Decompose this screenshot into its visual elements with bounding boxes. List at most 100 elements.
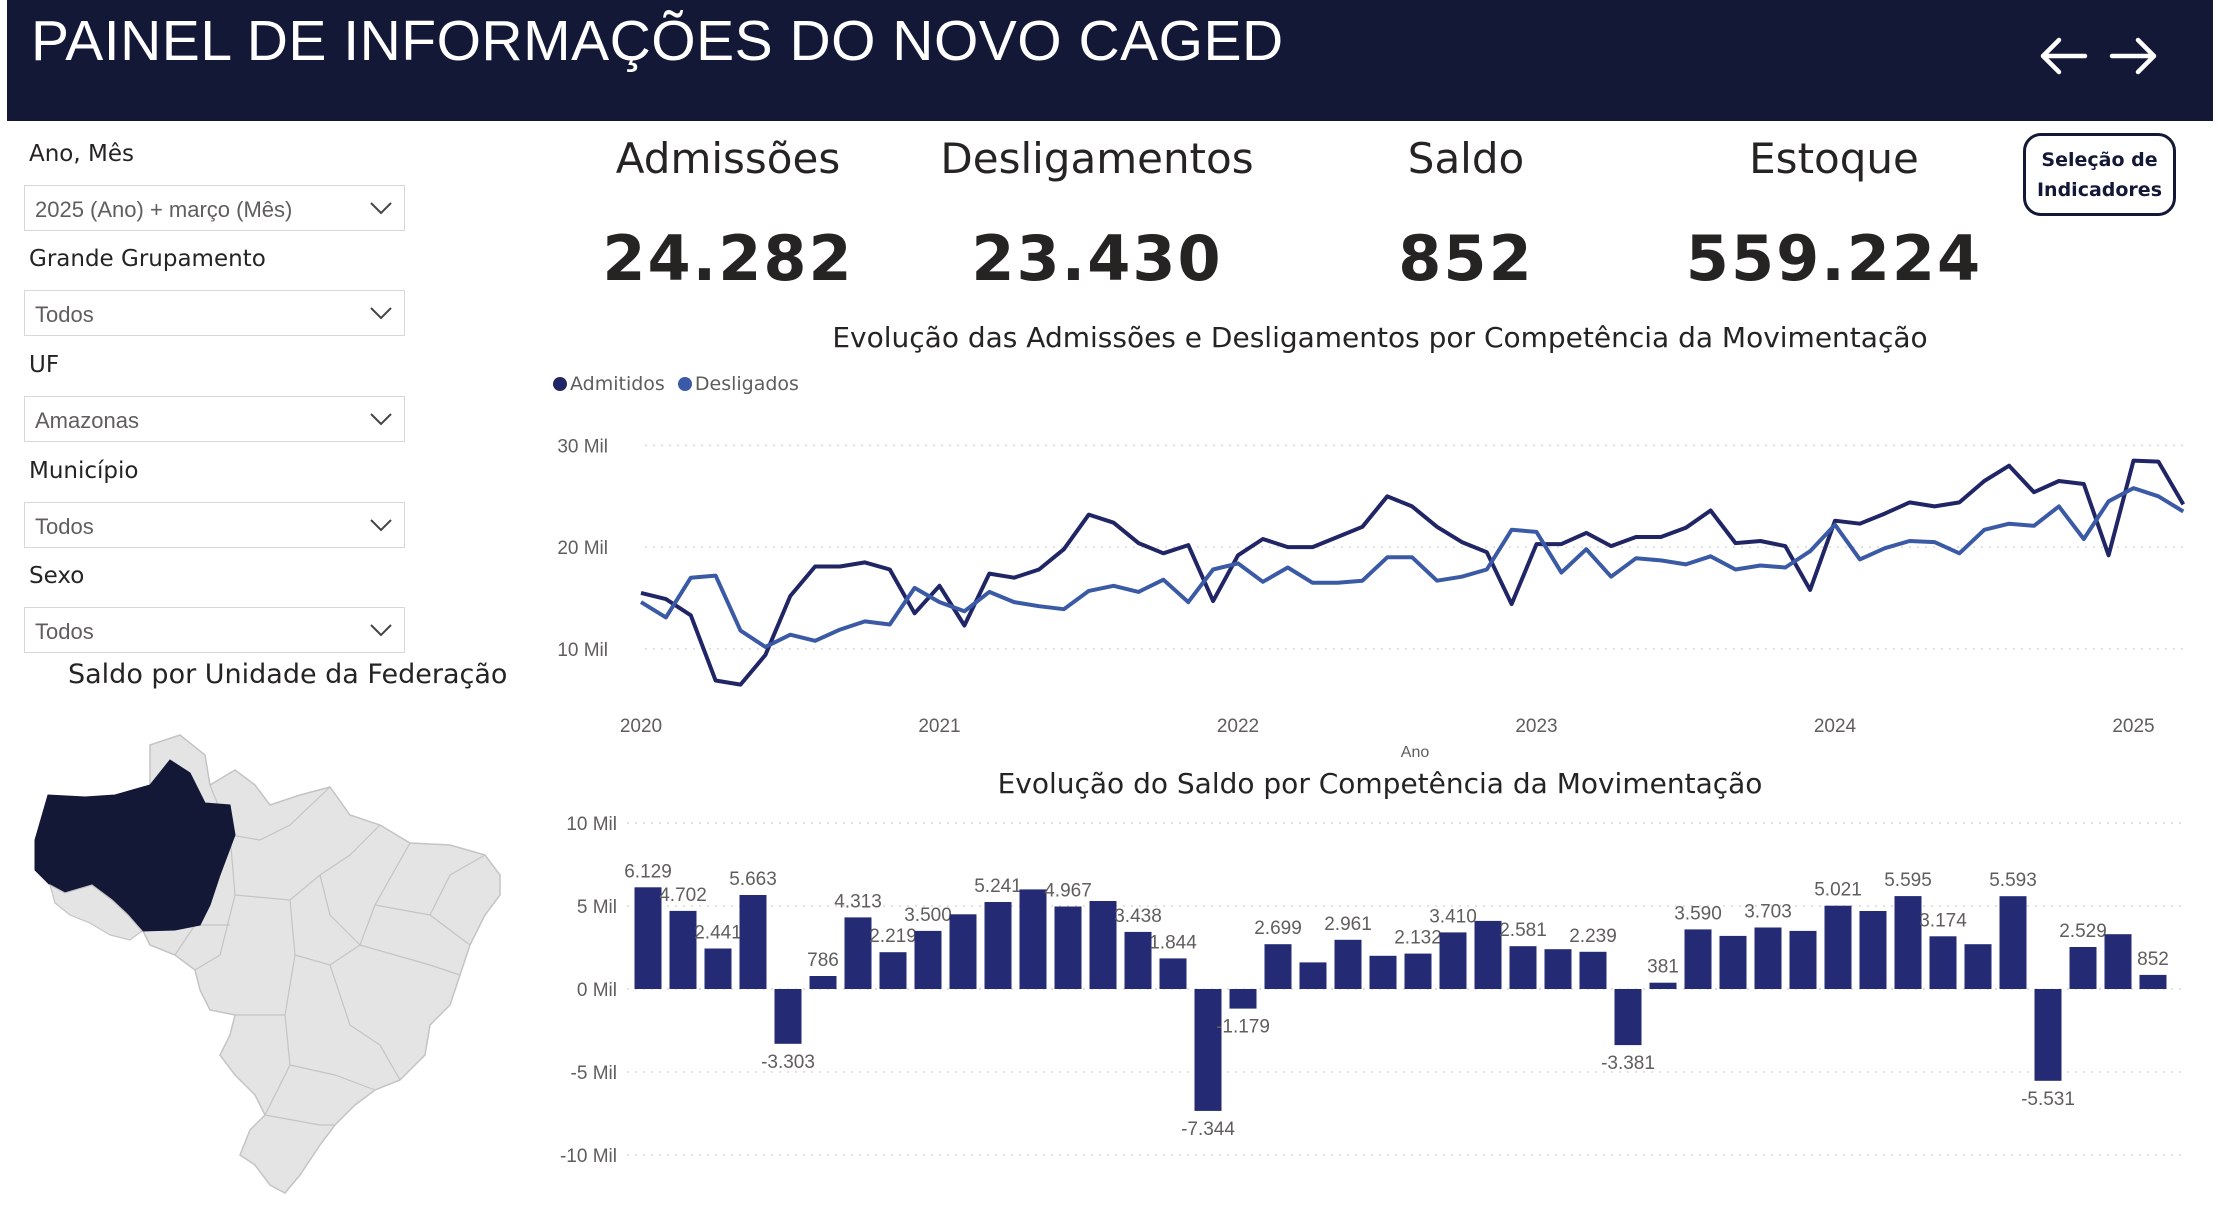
saldo-bar[interactable] (1404, 953, 1432, 989)
saldo-bar[interactable] (984, 902, 1012, 989)
saldo-bar[interactable] (1194, 989, 1222, 1111)
legend-dot-desligados (677, 377, 692, 391)
saldo-bar[interactable] (739, 895, 767, 989)
header-bar: PAINEL DE INFORMAÇÕES DO NOVO CAGED (7, 0, 2213, 121)
municipio-dropdown[interactable]: Todos (24, 502, 405, 548)
bar-chart: 10 Mil 5 Mil 0 Mil -5 Mil -10 Mil 6.129 4.702 2… (560, 814, 2185, 1167)
saldo-bar-data-label: -7.344 (1181, 1119, 1235, 1140)
chevron-down-icon (370, 624, 392, 637)
saldo-bar-data-label: 3.703 (1744, 902, 1792, 923)
map-region-acre[interactable] (49, 883, 143, 941)
saldo-bar[interactable] (1929, 936, 1957, 989)
grande-grupamento-value: Todos (35, 302, 94, 327)
saldo-bar-data-label: 3.174 (1919, 910, 1967, 931)
saldo-bar[interactable] (1719, 935, 1747, 989)
saldo-bar[interactable] (1124, 931, 1152, 989)
line-x-tick-label: 2025 (2112, 716, 2154, 737)
bar-y-tick-label: -10 Mil (560, 1146, 617, 1167)
line-series-admitidos[interactable] (640, 458, 2186, 687)
saldo-bar-data-label: 3.438 (1114, 906, 1162, 927)
page-title: PAINEL DE INFORMAÇÕES DO NOVO CAGED (31, 9, 1284, 73)
legend-item-desligados[interactable]: Desligados (677, 373, 799, 395)
uf-dropdown[interactable]: Amazonas (24, 396, 405, 442)
sexo-dropdown[interactable]: Todos (24, 607, 405, 653)
saldo-bar[interactable] (1159, 958, 1187, 989)
saldo-bar-data-label: 4.313 (834, 891, 882, 912)
saldo-bar[interactable] (879, 952, 907, 989)
kpi-label-saldo: Saldo (1407, 134, 1525, 183)
saldo-bar[interactable] (844, 917, 872, 989)
chevron-down-icon (370, 413, 392, 426)
saldo-bar[interactable] (949, 914, 977, 989)
saldo-bar[interactable] (1089, 901, 1117, 989)
saldo-bar[interactable] (1509, 946, 1537, 989)
ano-mes-value: 2025 (Ano) + março (Mês) (35, 197, 293, 222)
saldo-bar[interactable] (1999, 896, 2027, 989)
saldo-bar-data-label: 381 (1647, 957, 1679, 978)
saldo-bar[interactable] (1964, 944, 1992, 989)
legend-label-desligados: Desligados (694, 373, 799, 395)
municipio-value: Todos (35, 514, 94, 539)
selecao-indicadores-button[interactable]: Seleção de Indicadores (2023, 133, 2176, 216)
saldo-bar-data-label: 2.581 (1499, 920, 1547, 941)
saldo-bar[interactable] (914, 930, 942, 989)
line-series-desligados[interactable] (639, 486, 2185, 649)
saldo-bar[interactable] (634, 887, 662, 989)
line-y-tick-label: 30 Mil (557, 436, 608, 457)
back-button[interactable] (2035, 28, 2091, 84)
legend-label-admitidos: Admitidos (570, 373, 665, 395)
saldo-bar[interactable] (1334, 939, 1362, 989)
saldo-bar[interactable] (2034, 989, 2062, 1081)
saldo-bar-data-label: 2.961 (1324, 914, 1372, 935)
saldo-bar-data-label: -1.179 (1216, 1017, 1270, 1038)
saldo-bar[interactable] (2104, 934, 2132, 989)
saldo-bar[interactable] (669, 910, 697, 989)
saldo-bar-data-label: 5.021 (1814, 880, 1862, 901)
forward-button[interactable] (2106, 28, 2162, 84)
saldo-bar[interactable] (1229, 989, 1257, 1009)
saldo-bar[interactable] (1824, 905, 1852, 989)
saldo-bar[interactable] (1754, 927, 1782, 990)
map-title: Saldo por Unidade da Federação (68, 659, 508, 690)
saldo-bar[interactable] (1054, 906, 1082, 990)
saldo-bar[interactable] (1894, 896, 1922, 989)
saldo-bar-data-label: 852 (2137, 949, 2169, 970)
saldo-bar-data-label: 5.593 (1989, 870, 2037, 891)
saldo-bar[interactable] (1789, 930, 1817, 989)
legend-item-admitidos[interactable]: Admitidos (553, 373, 665, 395)
saldo-bar[interactable] (1614, 989, 1642, 1046)
saldo-bar[interactable] (1019, 889, 1047, 989)
line-x-axis-title: Ano (1401, 744, 1430, 761)
filter-label-ano-mes: Ano, Mês (29, 141, 134, 167)
saldo-bar-data-label: -3.381 (1601, 1053, 1655, 1074)
saldo-bar[interactable] (704, 948, 732, 990)
saldo-bar[interactable] (2069, 947, 2097, 989)
saldo-bar[interactable] (1684, 929, 1712, 989)
saldo-bar[interactable] (809, 976, 837, 989)
saldo-bar-data-label: 4.967 (1044, 881, 1092, 902)
saldo-bar[interactable] (1544, 949, 1572, 989)
saldo-bar-data-label: 2.699 (1254, 918, 1302, 939)
selecao-indicadores-line1: Seleção de (2041, 149, 2158, 171)
saldo-bar-data-label: 5.241 (974, 876, 1022, 897)
grande-grupamento-dropdown[interactable]: Todos (24, 290, 405, 336)
filter-label-sexo: Sexo (29, 563, 85, 589)
saldo-bar[interactable] (1299, 962, 1327, 989)
saldo-bar[interactable] (1859, 911, 1887, 989)
line-y-tick-label: 10 Mil (557, 640, 608, 661)
line-chart: 10 Mil 20 Mil 30 Mil 2020 2021 2022 2023 2024 20… (557, 436, 2186, 761)
saldo-bar[interactable] (1439, 932, 1467, 989)
saldo-bar[interactable] (2139, 974, 2167, 989)
saldo-bar[interactable] (1474, 920, 1502, 989)
saldo-bar-data-label: -5.531 (2021, 1089, 2075, 1110)
line-x-tick-label: 2024 (1814, 716, 1857, 737)
saldo-bar[interactable] (1369, 955, 1397, 989)
saldo-bar[interactable] (1649, 982, 1677, 989)
ano-mes-dropdown[interactable]: 2025 (Ano) + março (Mês) (24, 185, 405, 231)
chevron-down-icon (370, 202, 392, 215)
saldo-bar[interactable] (774, 989, 802, 1044)
saldo-bar-data-label: 5.663 (729, 869, 777, 890)
line-y-tick-label: 20 Mil (557, 538, 608, 559)
saldo-bar[interactable] (1579, 951, 1607, 989)
saldo-bar[interactable] (1264, 944, 1292, 989)
